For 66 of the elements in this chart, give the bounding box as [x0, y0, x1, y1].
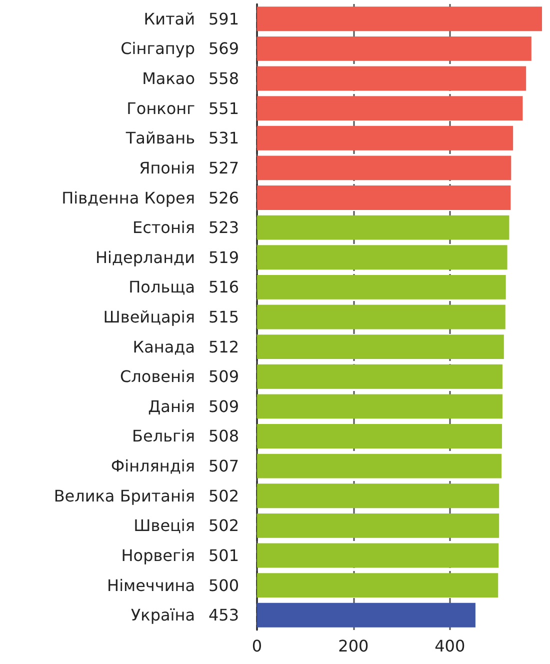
y-tick-label: Канада	[132, 337, 195, 356]
bar	[257, 573, 498, 598]
y-tick-label: Естонія	[132, 218, 195, 238]
y-tick-label: Тайвань	[124, 128, 195, 148]
bar	[257, 156, 512, 180]
data-label: 512	[208, 337, 239, 356]
y-tick-label: Німеччина	[107, 576, 195, 595]
data-label: 509	[208, 396, 239, 416]
data-label: 519	[208, 248, 239, 267]
bar	[257, 66, 526, 91]
bar	[257, 6, 542, 32]
data-label: 453	[208, 606, 239, 625]
y-tick-label: Польща	[128, 278, 195, 297]
bar	[257, 96, 523, 121]
y-tick-label: Нідерланди	[96, 248, 195, 267]
y-tick-label: Китай	[144, 9, 195, 28]
y-tick-label: Гонконг	[126, 98, 195, 118]
y-tick-label: Данія	[148, 396, 195, 416]
data-label: 500	[208, 576, 239, 595]
data-label: 507	[208, 456, 239, 476]
x-tick-label: 0	[252, 636, 262, 656]
bar	[257, 186, 511, 210]
y-tick-label: Південна Корея	[62, 188, 195, 208]
bar	[257, 513, 500, 538]
y-tick-label: Швейцарія	[103, 308, 195, 326]
bar	[257, 334, 504, 360]
bar	[257, 215, 510, 240]
data-label: 516	[208, 278, 239, 297]
bar	[257, 364, 502, 389]
bar	[257, 602, 476, 628]
data-label: 502	[208, 486, 239, 506]
data-label: 569	[208, 39, 239, 58]
data-label: 558	[208, 69, 239, 88]
data-label: 531	[208, 128, 239, 148]
data-label: 509	[208, 367, 239, 386]
data-label: 502	[208, 516, 239, 536]
y-tick-label: Фінляндія	[110, 456, 195, 476]
bar	[257, 543, 499, 568]
x-tick-label: 200	[338, 636, 369, 656]
y-tick-label: Сінгапур	[120, 39, 195, 58]
y-tick-label: Словенія	[120, 367, 195, 386]
x-tick-label: 400	[434, 636, 466, 656]
data-label: 526	[208, 188, 239, 208]
bar	[257, 274, 506, 300]
bar	[257, 36, 532, 61]
bar	[257, 394, 502, 419]
bar	[257, 245, 508, 270]
data-label: 591	[208, 9, 239, 28]
bar	[257, 454, 502, 478]
y-tick-label: Бельгія	[132, 426, 195, 446]
y-tick-label: Велика Британія	[54, 486, 195, 506]
bar	[257, 126, 514, 150]
data-label: 515	[208, 308, 239, 326]
bar	[257, 484, 500, 508]
data-label: 551	[208, 98, 239, 118]
y-tick-label: Норвегія	[121, 546, 195, 565]
y-tick-label: Японія	[139, 158, 195, 178]
bar	[257, 424, 502, 448]
data-label: 508	[208, 426, 239, 446]
data-label: 523	[208, 218, 239, 238]
y-tick-label: Макао	[142, 69, 195, 88]
y-tick-label: Швеція	[134, 516, 195, 536]
data-label: 501	[208, 546, 239, 565]
bar	[257, 304, 506, 330]
y-tick-label: Україна	[130, 606, 195, 625]
data-label: 527	[208, 158, 239, 178]
